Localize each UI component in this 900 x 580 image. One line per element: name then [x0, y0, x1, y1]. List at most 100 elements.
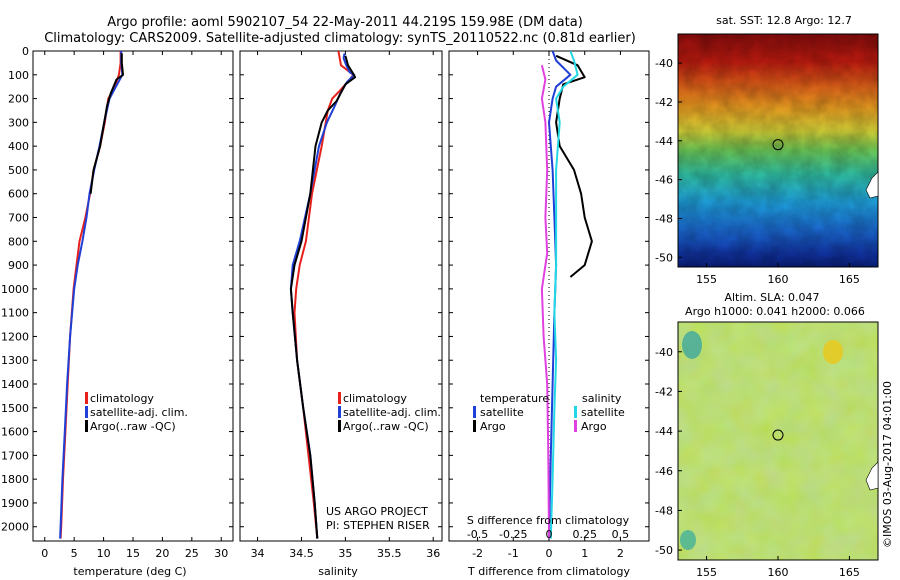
x-tick-label: 35	[338, 547, 352, 560]
depth-tick-label: 200	[8, 93, 29, 106]
map-x-tick-label: 155	[696, 566, 717, 579]
t-difference-xlabel: T difference from climatology	[467, 565, 630, 578]
series-line-argo-raw-qc-	[89, 53, 124, 194]
map-y-tick-label: -40	[655, 57, 673, 70]
temperature-xlabel: temperature (deg C)	[73, 565, 186, 578]
coastline-shape	[865, 171, 879, 199]
title-line-1: Argo profile: aoml 5902107_54 22-May-201…	[107, 15, 583, 30]
s-difference-tick-label: -0.25	[499, 528, 527, 541]
x-tick-label: 1	[581, 547, 588, 560]
s-difference-tick-labels: -0.5 -0.25 0 0.25 0.5	[467, 528, 629, 541]
legend-swatch-climatology	[85, 392, 88, 404]
salinity-panel: 34 34.5 35 35.5 36 salinity climatology sate…	[239, 50, 443, 578]
sst-map-title: sat. SST: 12.8 Argo: 12.7	[716, 14, 852, 27]
legend-swatch-t-satellite	[473, 406, 476, 418]
depth-tick-label: 600	[8, 188, 29, 201]
sla-map-subtitle: Argo h1000: 0.041 h2000: 0.066	[685, 305, 865, 318]
legend-swatch-argo	[85, 420, 88, 432]
s-difference-label: S difference from climatology	[467, 514, 630, 527]
x-tick-label: -1	[508, 547, 519, 560]
series-line-t-argo	[555, 54, 593, 278]
x-tick-label: 30	[214, 547, 228, 560]
x-tick-label: 0	[546, 547, 553, 560]
salinity-axes-box	[239, 50, 443, 542]
salinity-x-axis: 34 34.5 35 35.5 36	[251, 51, 440, 560]
depth-tick-label: 900	[8, 259, 29, 272]
sst-map-panel: sat. SST: 12.8 Argo: 12.7 155 160 165 -40 -4…	[655, 14, 879, 286]
series-line-t-satellite	[548, 51, 572, 539]
depth-tick-label: 100	[8, 69, 29, 82]
temperature-lines	[59, 51, 124, 539]
map-y-tick-label: -44	[655, 425, 673, 438]
map-y-tick-label: -50	[655, 251, 673, 264]
temperature-axes-box	[32, 50, 234, 542]
depth-tick-label: 1300	[1, 354, 29, 367]
depth-axis: 0 100 200 300 400 500 600 700 800 900 1000 1100 1200…	[1, 45, 233, 534]
depth-tick-label: 1900	[1, 497, 29, 510]
legend-t-argo: Argo	[480, 420, 506, 433]
salinity-xlabel: salinity	[318, 565, 358, 578]
s-difference-tick-label: 0.25	[572, 528, 597, 541]
map-y-tick-label: -42	[655, 385, 673, 398]
depth-tick-label: 1600	[1, 426, 29, 439]
legend-swatch-s-argo	[574, 420, 577, 432]
argo-location-marker	[772, 429, 784, 441]
x-tick-label: -2	[472, 547, 483, 560]
x-tick-label: 0	[41, 547, 48, 560]
map-y-tick-label: -48	[655, 212, 673, 225]
legend-temperature-heading: temperature	[480, 392, 549, 405]
map-y-tick-label: -46	[655, 465, 673, 478]
legend-argo: Argo(..raw -QC)	[90, 420, 176, 433]
x-tick-label: 35.5	[377, 547, 402, 560]
series-line-argo-raw-qc-	[289, 55, 357, 539]
depth-tick-label: 1800	[1, 473, 29, 486]
s-difference-tick-label: 0	[546, 528, 553, 541]
sla-low-anomaly-2	[680, 530, 696, 550]
sla-high-anomaly	[823, 340, 843, 364]
temperature-panel: 0100200300400500600700800900100011001200…	[1, 45, 234, 578]
salinity-legend: climatology satellite-adj. clim. Argo(..…	[338, 392, 441, 433]
legend-swatch-t-argo	[473, 420, 476, 432]
depth-tick-label: 800	[8, 235, 29, 248]
difference-ytick-marks	[449, 50, 649, 528]
legend-climatology: climatology	[343, 392, 407, 405]
depth-tick-label: 1500	[1, 402, 29, 415]
legend-satellite: satellite-adj. clim.	[343, 406, 441, 419]
map-y-tick-label: -44	[655, 135, 673, 148]
map-y-tick-label: -48	[655, 504, 673, 517]
map-y-tick-label: -50	[655, 544, 673, 557]
legend-swatch-satellite	[338, 406, 341, 418]
legend-swatch-argo	[338, 420, 341, 432]
depth-tick-label: 1000	[1, 283, 29, 296]
legend-climatology: climatology	[90, 392, 154, 405]
x-tick-label: 25	[185, 547, 199, 560]
depth-tick-label: 2000	[1, 521, 29, 534]
legend-s-satellite: satellite	[581, 406, 625, 419]
map-x-tick-label: 160	[768, 566, 789, 579]
series-line-s-argo	[540, 65, 550, 539]
map-y-tick-label: -42	[655, 96, 673, 109]
legend-swatch-s-satellite	[574, 406, 577, 418]
pi-annotation: PI: STEPHEN RISER	[326, 519, 430, 532]
difference-legend: temperature salinity satellite Argo sate…	[473, 392, 625, 433]
sla-map-title: Altim. SLA: 0.047	[724, 291, 819, 304]
temperature-x-axis: 0 5 10 15 20 25 30	[41, 51, 228, 560]
legend-swatch-climatology	[338, 392, 341, 404]
legend-t-satellite: satellite	[480, 406, 524, 419]
imos-credit: ©IMOS 03-Aug-2017 04:01:00	[881, 381, 894, 548]
x-tick-label: 34.5	[289, 547, 314, 560]
legend-swatch-satellite	[85, 406, 88, 418]
temperature-legend: climatology satellite-adj. clim. Argo(..…	[85, 392, 188, 433]
legend-salinity-heading: salinity	[582, 392, 622, 405]
depth-tick-label: 1100	[1, 307, 29, 320]
x-tick-label: 10	[97, 547, 111, 560]
map-x-tick-label: 165	[839, 566, 860, 579]
map-y-tick-label: -40	[655, 346, 673, 359]
x-tick-label: 36	[426, 547, 440, 560]
depth-tick-label: 1200	[1, 330, 29, 343]
sla-texture	[678, 322, 878, 560]
sla-low-anomaly	[682, 331, 702, 359]
map-x-tick-label: 165	[839, 273, 860, 286]
x-tick-label: 15	[126, 547, 140, 560]
